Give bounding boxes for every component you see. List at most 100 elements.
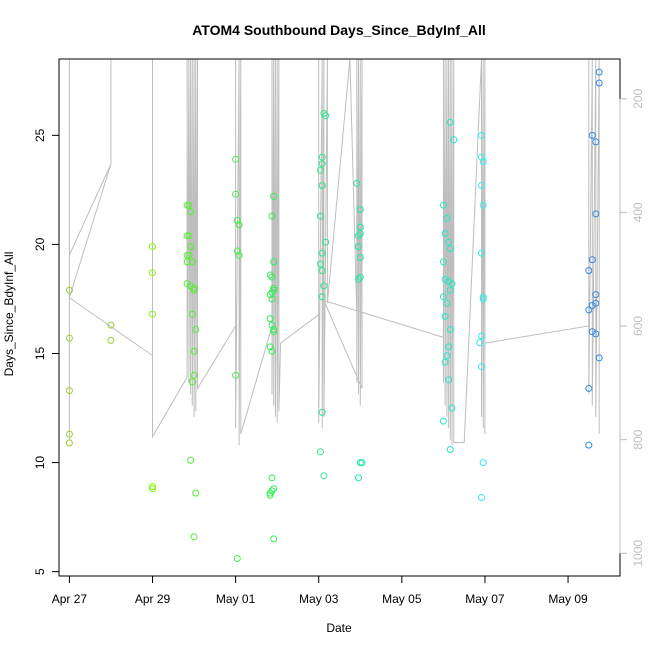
data-point (318, 408, 326, 416)
data-point (270, 485, 278, 493)
x-tick-label: May 07 (465, 592, 505, 606)
data-point (585, 306, 593, 314)
data-point (318, 160, 326, 168)
data-point (107, 336, 115, 344)
data-point (266, 489, 274, 497)
data-point (187, 243, 195, 251)
overlay-lines (68, 59, 600, 446)
series-5 (266, 192, 278, 543)
data-point (478, 131, 485, 139)
series-10 (585, 68, 603, 449)
data-point (355, 474, 362, 482)
data-point (190, 347, 198, 355)
data-point (266, 343, 274, 351)
data-point (445, 238, 453, 246)
data-point (441, 275, 449, 283)
y-tick-label: 10 (33, 456, 47, 470)
right-y-tick-label: 400 (631, 202, 645, 222)
data-point (266, 291, 274, 299)
data-point (358, 459, 366, 467)
data-point (317, 260, 324, 268)
data-point (439, 201, 447, 209)
x-tick-label: May 09 (548, 592, 588, 606)
data-point (268, 474, 276, 482)
data-point (478, 363, 485, 371)
data-point (320, 282, 328, 290)
data-point (322, 238, 330, 246)
data-point (445, 376, 453, 384)
data-point (233, 216, 241, 224)
data-point (188, 378, 196, 386)
data-point (355, 232, 362, 240)
data-point (478, 249, 485, 257)
y-tick-label: 25 (33, 128, 47, 142)
data-point (192, 489, 200, 497)
data-point (446, 326, 454, 333)
data-point (317, 212, 324, 220)
data-point (446, 118, 454, 126)
series-2 (149, 243, 156, 493)
data-point (446, 446, 454, 453)
data-point (479, 293, 487, 301)
data-point (448, 280, 456, 288)
right-y-axis: 200 400 600 800 1000 (619, 88, 645, 567)
data-point (355, 243, 362, 251)
data-point (450, 136, 458, 144)
x-tick-label: May 03 (299, 592, 339, 606)
data-point (192, 326, 200, 333)
data-point (356, 230, 364, 237)
data-point (322, 112, 330, 120)
data-point (585, 441, 593, 449)
data-point (595, 79, 603, 87)
series-4 (232, 155, 243, 562)
data-point (441, 358, 449, 366)
series-6 (317, 110, 330, 480)
data-point (479, 459, 487, 467)
data-point (190, 371, 198, 379)
data-point (232, 155, 240, 163)
data-point (595, 68, 603, 76)
data-point (592, 330, 600, 338)
data-point (317, 448, 324, 456)
data-point (268, 212, 276, 220)
data-point (441, 230, 449, 237)
series-1 (65, 286, 115, 447)
data-point (266, 271, 274, 279)
data-point (232, 371, 240, 379)
data-point (585, 267, 593, 275)
data-point (149, 485, 156, 493)
data-point (183, 280, 191, 288)
data-point (149, 243, 156, 251)
data-point (478, 182, 485, 189)
data-point (268, 288, 276, 296)
data-point (149, 269, 156, 277)
data-point (65, 387, 73, 395)
right-y-tick-label: 1000 (631, 540, 645, 567)
data-point (268, 487, 276, 495)
data-point (65, 334, 73, 342)
data-point (65, 439, 73, 447)
data-point (356, 273, 364, 281)
right-y-tick-label: 600 (631, 316, 645, 336)
data-point (478, 332, 485, 340)
data-point (233, 247, 241, 255)
data-point (478, 494, 485, 501)
x-tick-label: May 01 (216, 592, 256, 606)
scatter-points (65, 68, 603, 562)
data-point (317, 166, 324, 174)
data-point (185, 232, 193, 240)
data-point (183, 258, 191, 266)
data-point (446, 286, 454, 294)
data-point (266, 491, 274, 499)
data-point (270, 535, 278, 543)
data-point (266, 315, 274, 323)
data-point (592, 138, 600, 146)
data-point (479, 201, 487, 209)
data-point (445, 343, 453, 351)
data-point (356, 206, 364, 213)
x-axis-label: Date (326, 621, 352, 635)
data-point (588, 302, 596, 309)
data-point (318, 267, 326, 275)
data-point (318, 293, 326, 301)
